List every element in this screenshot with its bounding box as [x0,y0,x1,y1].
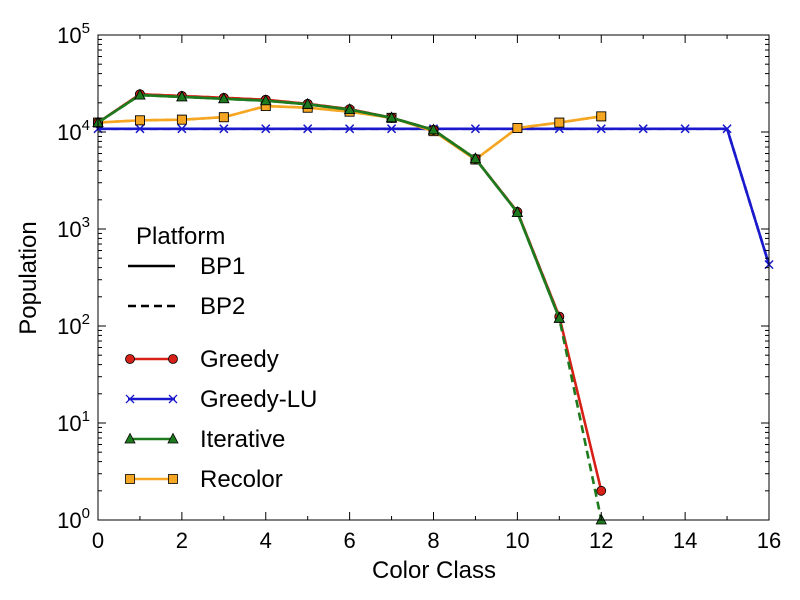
data-point-iterative [302,97,314,109]
data-point-iterative [385,111,398,123]
y-axis-title: Population [15,221,42,334]
data-point-greedy-lu [387,124,397,134]
data-point-iterative [427,123,440,135]
x-tick-label: 2 [176,528,188,553]
series-greedy [93,89,607,496]
data-point-recolor [554,117,565,128]
data-point-recolor [596,111,607,122]
series-line-iterative-bp2 [97,93,603,521]
x-tick-label: 0 [92,528,104,553]
legend-label-bp1: BP1 [200,253,245,280]
data-point-iterative [218,92,230,104]
y-tick-label: 101 [57,408,90,436]
x-tick-label: 12 [589,528,613,553]
x-axis-title: Color Class [372,557,496,584]
plot-frame [97,34,770,521]
legend-marker-greedy-lu [125,394,135,404]
data-point-recolor [176,114,187,125]
x-tick-label: 8 [427,528,439,553]
data-point-iterative [134,88,146,100]
data-point-greedy-lu [722,124,732,134]
x-tick-label: 16 [757,528,781,553]
legend-title: Platform [136,223,225,250]
series-line-greedy-bp1 [97,93,603,492]
legend-label-bp2: BP2 [200,293,245,320]
ticks-layer: 0 2 4 6 8 10 12 14 16 100 101 102 103 104 105 [57,20,781,553]
data-point-iterative [343,103,356,115]
data-point-iterative [511,206,524,217]
legend-label-greedy-lu: Greedy-LU [200,386,317,413]
y-tick-label: 105 [57,20,90,48]
x-tick-label: 6 [344,528,356,553]
data-point-greedy-lu [680,124,690,134]
data-point-greedy-lu [303,124,313,134]
legend-marker-recolor [168,474,178,484]
legend-label-iterative: Iterative [200,426,285,453]
legend-label-recolor: Recolor [200,466,283,493]
data-point-recolor [218,112,229,123]
data-point-greedy-lu [638,124,648,134]
x-tick-label: 10 [505,528,529,553]
series-layer [92,88,774,525]
data-point-greedy [596,485,607,496]
data-point-iterative [469,152,482,164]
legend-marker-iterative [167,432,179,444]
legend: Platform BP1 BP2 Greedy Greedy-LU Iterative Re… [124,223,317,493]
legend-marker-recolor [125,474,135,484]
legend-label-greedy: Greedy [200,346,279,373]
data-point-greedy-lu [261,124,271,134]
series-line-iterative-bp1 [97,93,561,319]
legend-marker-iterative [124,432,136,444]
data-point-greedy-lu [470,124,480,134]
data-point-iterative [176,90,188,102]
data-point-greedy-lu [596,124,606,134]
data-point-greedy-lu [345,124,355,134]
data-point-iterative [553,311,565,323]
data-point-greedy-lu [219,124,229,134]
data-point-recolor [135,115,145,126]
data-point-greedy-lu [177,124,187,134]
y-tick-label: 102 [57,311,90,339]
x-tick-label: 14 [673,528,697,553]
x-tick-label: 4 [260,528,272,553]
series-iterative [92,88,607,525]
data-point-iterative [260,94,272,106]
data-point-recolor [512,123,523,133]
data-point-greedy-lu [135,124,145,134]
legend-marker-greedy-lu [168,394,178,404]
legend-marker-greedy [125,354,135,364]
y-tick-label: 100 [57,505,90,533]
legend-marker-greedy [168,354,178,364]
y-tick-label: 104 [57,117,90,145]
y-tick-label: 103 [57,214,90,242]
